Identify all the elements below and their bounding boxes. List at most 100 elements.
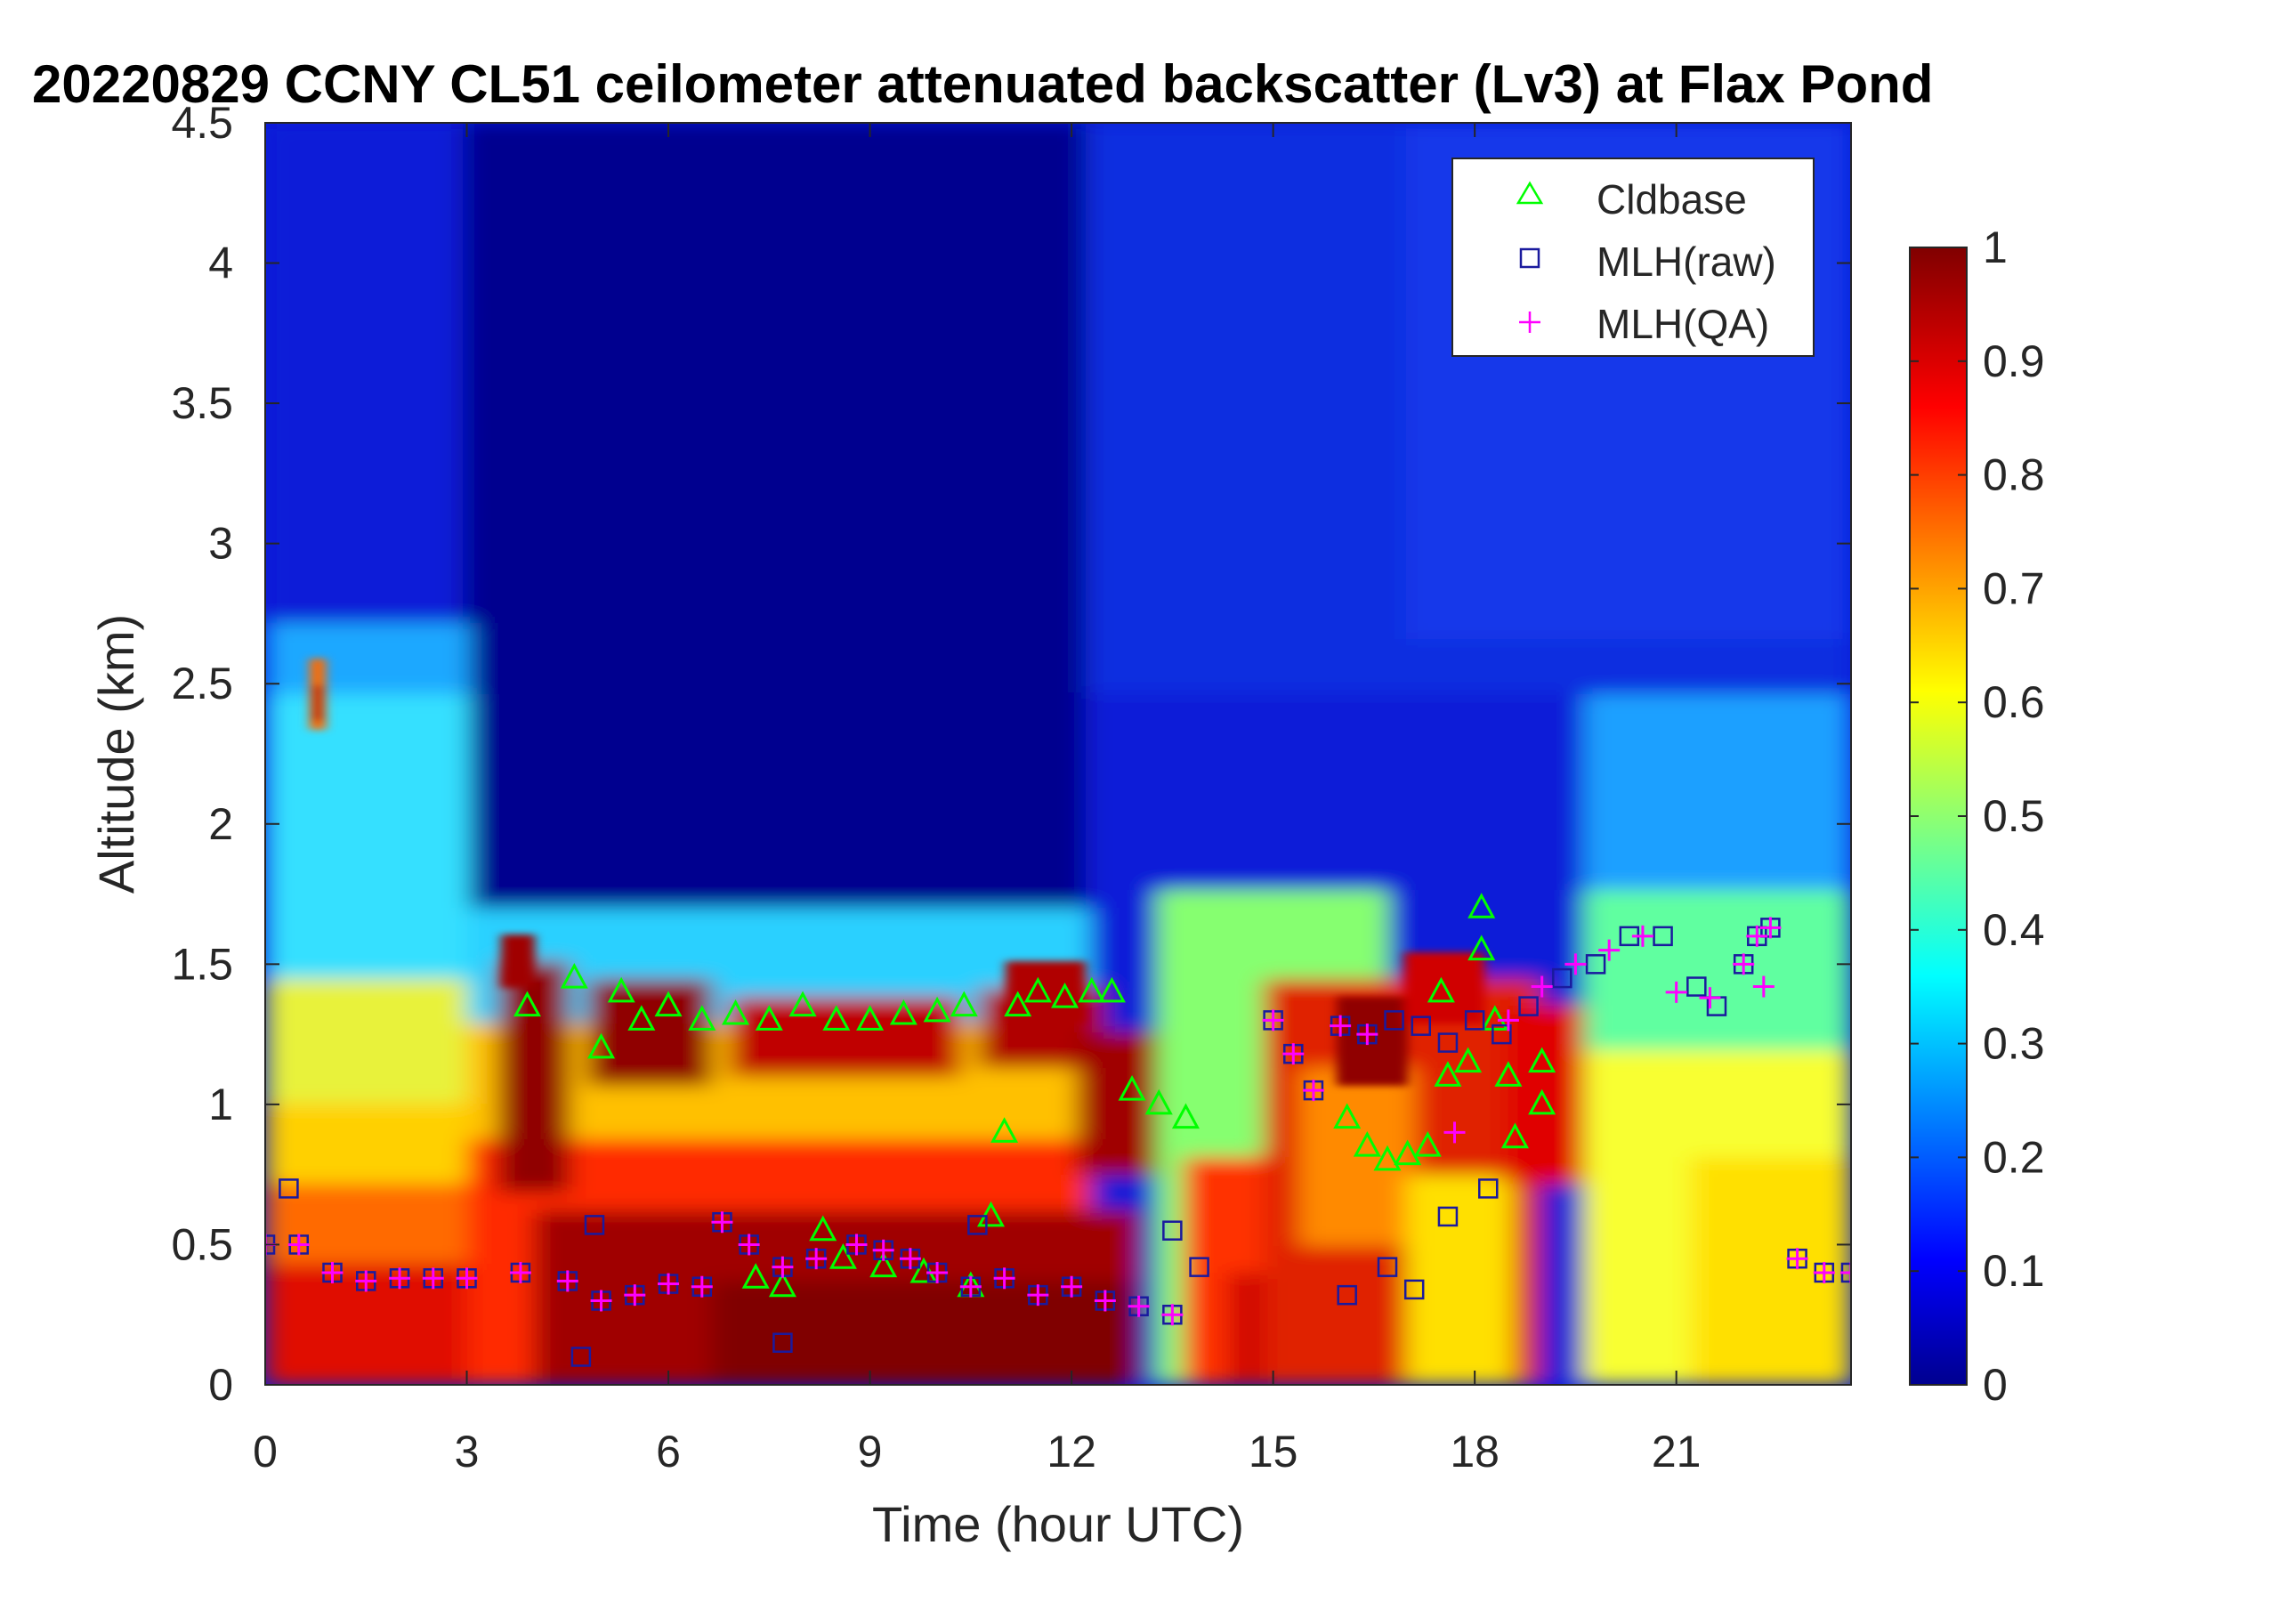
mlh-raw-point — [772, 1332, 793, 1353]
mlh-qa-point — [1262, 1009, 1284, 1032]
y-tick-label: 0 — [208, 1360, 233, 1410]
cldbase-point — [755, 1005, 783, 1031]
mlh-qa-point — [1302, 1080, 1324, 1102]
y-tick-label: 1 — [208, 1080, 233, 1129]
cldbase-point — [1144, 1088, 1173, 1115]
y-tick-label: 1.5 — [171, 939, 233, 989]
cldbase-point — [1353, 1131, 1381, 1157]
cldbase-point — [741, 1263, 770, 1289]
mlh-qa-point — [805, 1248, 828, 1270]
mlh-qa-point — [872, 1239, 894, 1261]
mlh-qa-point — [556, 1270, 578, 1292]
cldbase-point — [856, 1005, 885, 1031]
mlh-qa-point — [422, 1267, 444, 1290]
cldbase-point — [1467, 893, 1496, 918]
colorbar-tick-label: 1 — [1983, 222, 2008, 272]
x-tick-label: 18 — [1450, 1427, 1500, 1477]
legend-cldbase-label: Cldbase — [1597, 176, 1747, 222]
mlh-raw-point — [1552, 967, 1572, 989]
mlh-qa-point — [1746, 925, 1768, 947]
mlh-raw-point — [1437, 1206, 1459, 1227]
mlh-qa-point — [959, 1275, 982, 1298]
cldbase-point — [1004, 991, 1032, 1017]
mlh-qa-point — [1094, 1290, 1116, 1312]
mlh-qa-point — [321, 1261, 344, 1283]
plot-frame — [264, 122, 1852, 1386]
cldbase-point — [1118, 1074, 1146, 1101]
colorbar-tick-label: 0.4 — [1983, 905, 2045, 955]
mlh-qa-point — [772, 1256, 794, 1278]
cldbase-point — [788, 991, 817, 1017]
mlh-qa-point — [456, 1267, 478, 1290]
cldbase-point — [513, 991, 542, 1017]
cldbase-point — [1394, 1139, 1422, 1166]
mlh-raw-point — [1403, 1279, 1425, 1300]
mlh-qa-point — [1564, 953, 1587, 975]
mlh-qa-point — [1665, 981, 1687, 1003]
legend-cldbase-marker — [1516, 181, 1544, 205]
cldbase-point — [1413, 1131, 1442, 1157]
cldbase-point — [1051, 982, 1079, 1008]
cldbase-point — [1434, 1061, 1462, 1087]
cldbase-point — [1467, 934, 1496, 961]
cldbase-point — [809, 1215, 837, 1242]
cldbase-point — [990, 1117, 1019, 1143]
cldbase-point — [889, 999, 918, 1025]
x-tick-label: 21 — [1652, 1427, 1702, 1477]
mlh-qa-point — [1330, 1015, 1352, 1037]
mlh-raw-point — [1653, 926, 1673, 947]
mlh-qa-point — [1497, 1009, 1519, 1032]
colorbar: 0 0.1 0.2 0.3 0.4 0.5 0.6 0.7 0.8 0.9 1 — [1909, 222, 2045, 1410]
colorbar-ticks: 0 0.1 0.2 0.3 0.4 0.5 0.6 0.7 0.8 0.9 1 — [1910, 222, 2045, 1410]
colorbar-tick-label: 0.8 — [1983, 450, 2045, 500]
chart-title: 20220829 CCNY CL51 ceilometer attenuated… — [32, 54, 1933, 114]
cldbase-point — [1171, 1103, 1200, 1129]
y-tick-label: 3 — [208, 519, 233, 569]
mlh-qa-point — [1786, 1248, 1808, 1270]
cldbase-point — [1481, 1005, 1509, 1031]
legend-mlh-raw-label: MLH(raw) — [1597, 239, 1776, 285]
colorbar-gradient — [1909, 247, 1968, 1386]
mlh-qa-point — [1443, 1121, 1466, 1144]
legend-mlh-qa-marker — [1519, 312, 1540, 333]
mlh-qa-point — [287, 1234, 310, 1256]
colorbar-tick-label: 0.2 — [1983, 1132, 2045, 1182]
mlh-raw-point — [1492, 1024, 1512, 1045]
cldbase-point — [1097, 976, 1126, 1003]
x-tick-label: 3 — [455, 1427, 480, 1477]
x-tick-label: 15 — [1249, 1427, 1298, 1477]
mlh-raw-point — [1478, 1178, 1499, 1199]
legend-mlh-qa-label: MLH(QA) — [1597, 301, 1769, 347]
cldbase-point — [587, 1032, 616, 1059]
mlh-qa-point — [1840, 1261, 1851, 1283]
mlh-qa-point — [1813, 1261, 1835, 1283]
mlh-qa-point — [1027, 1284, 1049, 1307]
mlh-raw-point — [1437, 1032, 1459, 1053]
mlh-qa-point — [355, 1270, 377, 1292]
y-tick-label: 2.5 — [171, 659, 233, 708]
mlh-qa-point — [691, 1275, 713, 1298]
markers-layer — [265, 893, 1851, 1367]
cldbase-point — [1494, 1061, 1523, 1087]
cldbase-point — [1528, 1088, 1556, 1115]
mlh-raw-point — [279, 1178, 299, 1199]
mlh-raw-point — [1337, 1284, 1357, 1306]
mlh-qa-point — [509, 1261, 531, 1283]
mlh-qa-point — [899, 1248, 921, 1270]
mlh-qa-point — [1531, 975, 1553, 998]
mlh-qa-point — [1598, 939, 1621, 961]
cldbase-point — [1373, 1145, 1402, 1171]
y-axis: 0 0.5 1 1.5 2 2.5 3 3.5 4 4.5 — [171, 98, 1851, 1410]
mlh-qa-point — [711, 1211, 733, 1234]
mlh-qa-point — [590, 1290, 612, 1312]
mlh-raw-point — [570, 1347, 592, 1367]
cldbase-point — [627, 1005, 656, 1031]
mlh-raw-point — [1464, 1010, 1485, 1031]
mlh-qa-point — [1282, 1043, 1305, 1065]
mlh-qa-point — [993, 1267, 1015, 1290]
cldbase-point — [869, 1251, 898, 1278]
mlh-qa-point — [845, 1234, 868, 1256]
mlh-raw-point — [1384, 1010, 1404, 1031]
cldbase-point — [1528, 1047, 1556, 1073]
x-tick-label: 9 — [858, 1427, 883, 1477]
